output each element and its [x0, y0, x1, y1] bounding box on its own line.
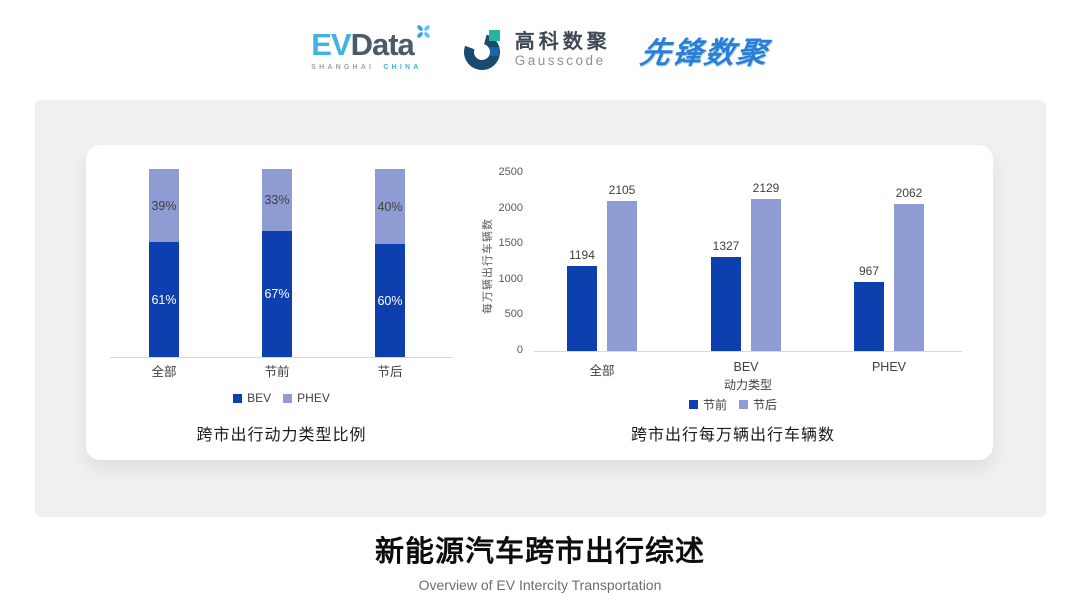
page-title: 新能源汽车跨市出行综述 — [374, 536, 705, 568]
evdata-tagline: SHANGHAI CHINA — [311, 64, 421, 71]
x-axis-label: 动力类型 — [723, 378, 772, 392]
evdata-logo: EV Data SHANGHAI CHINA — [311, 25, 432, 71]
legend-label: 节后 — [753, 398, 778, 412]
legend-item: PHEV — [283, 391, 330, 405]
pioneer-logo: 先锋数聚 — [637, 28, 772, 72]
x-category-label: PHEV — [871, 360, 907, 374]
footer: 新能源汽车跨市出行综述 Overview of EV Intercity Tra… — [0, 528, 1080, 593]
evdata-tagline-china: CHINA — [383, 64, 422, 71]
y-tick-label: 1000 — [498, 272, 523, 285]
gausscode-text: 高科数聚 Gausscode — [515, 31, 611, 69]
legend-swatch — [739, 400, 748, 409]
bar-segment-BEV: 61% — [149, 242, 179, 357]
y-tick-label: 1500 — [498, 237, 523, 250]
legend-item: 节前 — [688, 396, 727, 413]
bar-segment-PHEV: 33% — [262, 169, 292, 232]
bar-segment-PHEV: 39% — [149, 169, 179, 243]
y-tick-label: 2000 — [498, 201, 523, 214]
x-axis-line — [110, 357, 453, 358]
chart-left-title: 跨市出行动力类型比例 — [196, 427, 367, 444]
bar-segment-BEV: 67% — [262, 231, 292, 357]
y-tick-label: 500 — [504, 308, 523, 321]
chart-left-legend: BEV PHEV — [110, 391, 453, 405]
bar-segment-BEV: 60% — [375, 244, 405, 357]
legend-label: 节前 — [702, 398, 727, 412]
bar-节后 — [751, 199, 781, 351]
legend-label: BEV — [247, 391, 272, 405]
x-category-label: BEV — [733, 360, 759, 374]
chart-vehicles-per-10k: 每万辆出行车辆数 动力类型 节前 节后 跨市出行每万辆出行车辆数 0 500 1000… — [86, 145, 993, 460]
bar-节后 — [894, 204, 924, 351]
gausscode-name-cn: 高科数聚 — [514, 31, 611, 54]
bar-节前 — [854, 282, 884, 351]
bar-节前 — [567, 265, 597, 351]
y-tick-label: 0 — [516, 344, 523, 356]
legend-swatch — [283, 393, 293, 403]
bar-节后 — [607, 201, 637, 351]
bar-节前 — [711, 256, 741, 351]
legend-swatch — [688, 400, 698, 409]
legend-item: BEV — [233, 391, 271, 405]
gausscode-icon — [463, 30, 500, 70]
chart-power-type-ratio: BEV PHEV 跨市出行动力类型比例 61% 39% 全部 67% 33% 节前 60% 40… — [86, 145, 993, 460]
gausscode-logo: 高科数聚 Gausscode — [462, 28, 611, 72]
bar-value-label: 967 — [858, 264, 880, 279]
y-tick-label: 2500 — [498, 166, 523, 178]
gausscode-name-en: Gausscode — [514, 53, 606, 69]
evdata-wordmark: EV Data — [311, 25, 432, 62]
chart-right-legend: 节前 节后 — [483, 396, 983, 413]
legend-swatch — [233, 393, 243, 403]
evdata-wordmark-ev: EV — [311, 27, 351, 62]
evdata-tagline-shanghai: SHANGHAI — [311, 64, 375, 71]
bar-value-label: 1327 — [712, 238, 740, 253]
x-category-label: 节前 — [264, 365, 290, 379]
legend-label: PHEV — [297, 391, 330, 405]
legend-item: 节后 — [739, 396, 777, 413]
bar-value-label: 1194 — [569, 247, 595, 262]
x-axis-line — [534, 351, 962, 352]
pioneer-wordmark: 先锋数聚 — [637, 37, 771, 70]
page-subtitle: Overview of EV Intercity Transportation — [418, 577, 662, 593]
charts-card: BEV PHEV 跨市出行动力类型比例 61% 39% 全部 67% 33% 节前 60% 40… — [86, 145, 993, 460]
bar-segment-PHEV: 40% — [375, 169, 405, 245]
bar-value-label: 2105 — [608, 183, 636, 198]
x-category-label: 节后 — [377, 365, 403, 379]
x-category-label: 全部 — [589, 364, 615, 378]
bar-value-label: 2062 — [895, 186, 923, 201]
x-category-label: 全部 — [151, 365, 177, 379]
header: EV Data SHANGHAI CHINA 高科数聚 Gausscod — [0, 14, 1080, 86]
bar-value-label: 2129 — [752, 181, 780, 196]
evdata-star-icon — [417, 25, 430, 38]
evdata-wordmark-data: Data — [350, 27, 415, 62]
y-axis-label: 每万辆出行车辆数 — [482, 218, 494, 314]
chart-right-title: 跨市出行每万辆出行车辆数 — [630, 427, 835, 444]
content-panel: BEV PHEV 跨市出行动力类型比例 61% 39% 全部 67% 33% 节前 60% 40… — [35, 100, 1046, 517]
